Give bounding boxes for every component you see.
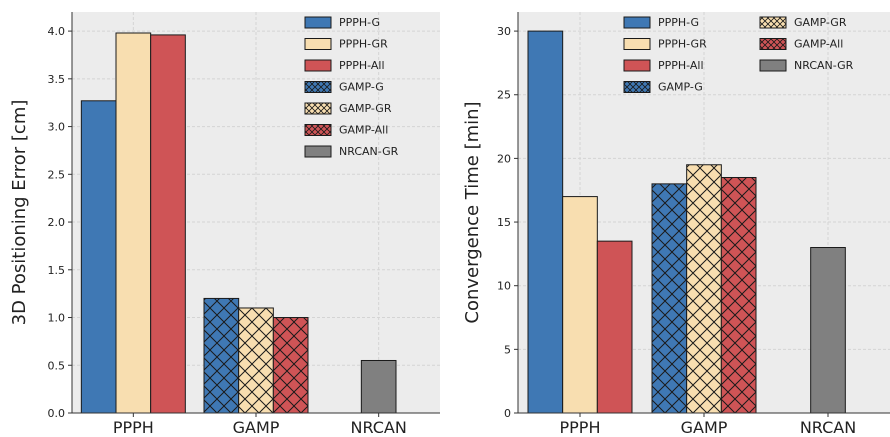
legend-swatch-hatch <box>624 81 650 93</box>
legend-label: GAMP-GR <box>339 102 392 115</box>
y-tick-label: 4.0 <box>48 25 66 38</box>
bar-gamp-all-hatch <box>273 317 308 413</box>
legend-label: GAMP-All <box>794 38 843 51</box>
legend-label: NRCAN-GR <box>339 145 399 158</box>
legend-swatch-hatch <box>760 38 786 50</box>
legend-entry-gamp-g: GAMP-G <box>304 81 384 94</box>
bar-ppph-gr <box>115 32 152 414</box>
bar-nrcan-gr <box>810 247 846 414</box>
x-tick-label: GAMP <box>681 418 728 437</box>
bar-gamp-g-hatch <box>204 298 239 413</box>
legend-entry-nrcan-gr: NRCAN-GR <box>304 145 399 158</box>
legend-swatch-hatch <box>760 17 786 28</box>
legend-label: PPPH-All <box>339 59 385 72</box>
legend-label: PPPH-GR <box>339 38 388 51</box>
y-tick-label: 15 <box>497 216 511 229</box>
legend-entry-ppph-gr: PPPH-GR <box>623 38 707 51</box>
bar-gamp-g-hatch <box>652 183 687 413</box>
legend-label: GAMP-All <box>339 124 388 137</box>
legend-entry-ppph-all: PPPH-All <box>304 59 385 72</box>
y-tick-label: 2.5 <box>48 168 66 181</box>
legend-swatch <box>304 38 332 50</box>
y-tick-label: 10 <box>497 280 511 293</box>
x-tick-label: PPPH <box>113 418 154 437</box>
legend-entry-nrcan-gr: NRCAN-GR <box>759 59 854 72</box>
y-axis-label: Convergence Time [min] <box>462 101 483 323</box>
legend-swatch-hatch <box>305 81 331 93</box>
legend-swatch <box>304 59 332 72</box>
y-axis-label: 3D Positioning Error [cm] <box>9 100 30 326</box>
bar-gamp-all-hatch <box>721 177 756 413</box>
legend-swatch <box>304 145 332 158</box>
legend-label: PPPH-All <box>658 59 704 72</box>
y-tick-label: 1.0 <box>48 312 66 325</box>
legend-entry-ppph-gr: PPPH-GR <box>304 38 388 51</box>
x-tick-label: NRCAN <box>350 418 406 437</box>
legend-label: GAMP-G <box>339 81 384 94</box>
legend-entry-gamp-all: GAMP-All <box>304 124 388 137</box>
y-tick-label: 0.5 <box>48 359 66 372</box>
legend-entry-gamp-gr: GAMP-GR <box>304 102 392 115</box>
y-tick-label: 3.5 <box>48 73 66 86</box>
y-tick-label: 25 <box>497 89 511 102</box>
x-tick-label: NRCAN <box>800 418 856 437</box>
legend-entry-gamp-g: GAMP-G <box>623 81 703 94</box>
bar-ppph-all <box>150 34 186 414</box>
chart-positioning-error: 0.0 0.5 1.0 1.5 2.0 2.5 3.0 3.5 4.0 PPPH GAMP NRCAN… <box>9 12 440 437</box>
legend-label: PPPH-GR <box>658 38 707 51</box>
legend-swatch <box>623 38 651 50</box>
legend-entry-ppph-all: PPPH-All <box>623 59 704 72</box>
legend-entry-ppph-g: PPPH-G <box>623 16 699 29</box>
x-tick-label: PPPH <box>560 418 601 437</box>
bar-ppph-g <box>527 30 564 414</box>
y-tick-label: 20 <box>497 152 511 165</box>
chart-convergence-time: 0 5 10 15 20 25 30 PPPH GAMP NRCAN Convergence Tim… <box>462 12 890 437</box>
legend-entry-gamp-all: GAMP-All <box>759 38 843 51</box>
bar-gamp-gr-hatch <box>238 307 274 413</box>
y-tick-label: 1.5 <box>48 264 66 277</box>
bar-ppph-all <box>596 240 633 414</box>
y-tick-label: 5 <box>504 343 511 356</box>
y-tick-label: 0 <box>504 407 511 420</box>
legend-swatch-hatch <box>305 124 331 136</box>
x-tick-label: GAMP <box>233 418 280 437</box>
bar-ppph-gr <box>562 196 598 414</box>
legend-label: GAMP-G <box>658 81 703 94</box>
bar-nrcan-gr <box>360 359 397 414</box>
legend-entry-gamp-gr: GAMP-GR <box>759 16 847 29</box>
y-tick-label: 0.0 <box>48 407 66 420</box>
legend-swatch-hatch <box>305 103 331 114</box>
legend-swatch <box>304 16 332 29</box>
legend-swatch <box>759 59 787 72</box>
y-tick-label: 2.0 <box>48 216 66 229</box>
y-tick-label: 3.0 <box>48 121 66 134</box>
legend-label: GAMP-GR <box>794 16 847 29</box>
bar-gamp-gr-hatch <box>686 164 722 413</box>
legend-label: PPPH-G <box>658 16 699 29</box>
legend-swatch <box>623 16 651 29</box>
legend-entry-ppph-g: PPPH-G <box>304 16 380 29</box>
legend-swatch <box>623 59 651 72</box>
legend-label: NRCAN-GR <box>794 59 854 72</box>
y-tick-label: 30 <box>497 25 511 38</box>
bar-ppph-g <box>80 100 117 414</box>
legend-label: PPPH-G <box>339 16 380 29</box>
